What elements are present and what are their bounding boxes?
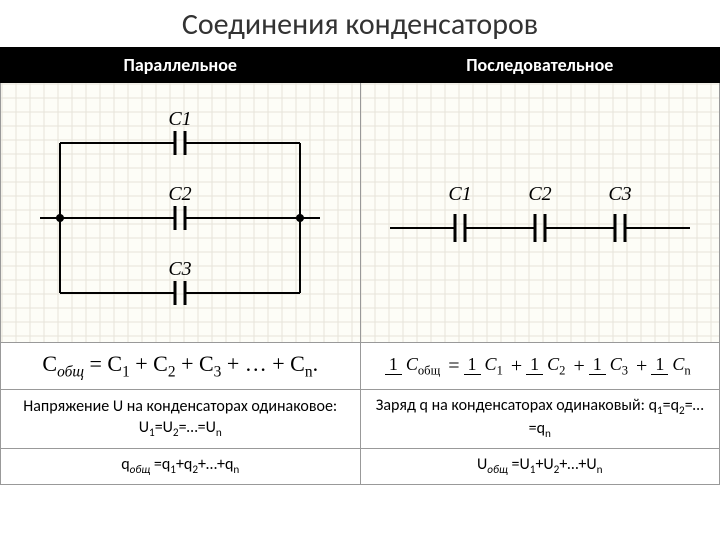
note-voltage: Напряжение U на конденсаторах одинаковое… — [1, 390, 361, 449]
diagram-series-cell: C1 C2 C3 — [360, 83, 720, 343]
formula-series: 1Cобщ = 1C1 + 1C2 + 1C3 + 1Cn — [360, 343, 720, 390]
page-title: Соединения конденсаторов — [0, 0, 720, 47]
note-q-sum: qобщ =q1+q2+…+qn — [1, 448, 361, 484]
svg-text:C2: C2 — [169, 183, 192, 205]
header-parallel: Параллельное — [1, 48, 361, 83]
note-row-2: qобщ =q1+q2+…+qn Uобщ =U1+U2+…+Un — [1, 448, 720, 484]
diagram-row: C1 C2 C3 C1 C2 C3 — [1, 83, 720, 343]
header-row: Параллельное Последовательное — [1, 48, 720, 83]
formula-parallel: Cобщ = C1 + C2 + C3 + … + Cn. — [1, 343, 361, 390]
note-charge: Заряд q на конденсаторах одинаковый: q1=… — [360, 390, 720, 449]
series-circuit: C1 C2 C3 — [370, 98, 710, 328]
formula-row: Cобщ = C1 + C2 + C3 + … + Cn. 1Cобщ = 1C… — [1, 343, 720, 390]
diagram-parallel-cell: C1 C2 C3 — [1, 83, 361, 343]
svg-text:C2: C2 — [528, 183, 551, 205]
parallel-circuit: C1 C2 C3 — [20, 98, 340, 328]
note-row-1: Напряжение U на конденсаторах одинаковое… — [1, 390, 720, 449]
svg-text:C1: C1 — [169, 108, 192, 130]
header-series: Последовательное — [360, 48, 720, 83]
series-inv-formula: 1Cобщ = 1C1 + 1C2 + 1C3 + 1Cn — [367, 354, 714, 379]
svg-text:C1: C1 — [448, 183, 471, 205]
svg-text:C3: C3 — [169, 258, 192, 280]
note-u-sum: Uобщ =U1+U2+…+Un — [360, 448, 720, 484]
comparison-table: Параллельное Последовательное C1C2C3 C1C… — [0, 47, 720, 485]
svg-text:C3: C3 — [608, 183, 631, 205]
parallel-sum-formula: Cобщ = C1 + C2 + C3 + … + Cn. — [42, 351, 318, 376]
